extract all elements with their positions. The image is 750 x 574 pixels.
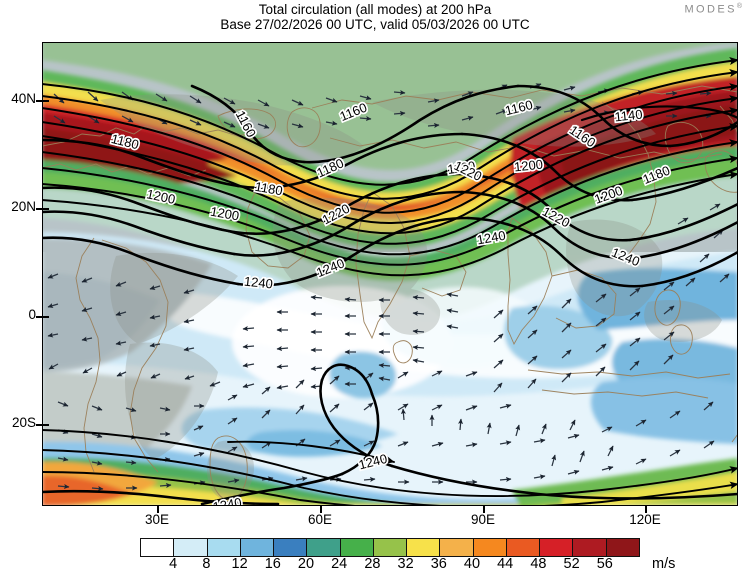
chart-subtitle: Base 27/02/2026 00 UTC, valid 05/03/2026… [220, 17, 530, 32]
svg-text:1240: 1240 [243, 274, 273, 292]
colorbar-unit-label: m/s [652, 556, 676, 572]
y-tick-inner-40n [42, 100, 49, 102]
colorbar-tick-4: 4 [169, 556, 178, 572]
y-tick-inner-20n [42, 208, 49, 210]
colorbar-swatch-12 [540, 539, 574, 556]
colorbar-tick-20: 20 [297, 556, 315, 572]
colorbar [140, 538, 640, 557]
colorbar-tick-32: 32 [397, 556, 414, 572]
svg-text:1140: 1140 [614, 107, 643, 125]
colorbar-tick-40: 40 [463, 556, 481, 572]
chart-title-block: Total circulation (all modes) at 200 hPa… [0, 2, 750, 32]
colorbar-swatch-7 [373, 539, 408, 556]
colorbar-swatch-3 [240, 539, 275, 556]
y-tick-mark-20n [36, 208, 43, 210]
svg-text:1180: 1180 [446, 158, 476, 177]
svg-text:1200: 1200 [513, 157, 543, 175]
colorbar-swatch-9 [440, 539, 474, 556]
plot-border [42, 42, 738, 506]
x-tick-mark-120e [645, 506, 647, 513]
svg-text:1200: 1200 [209, 204, 240, 224]
svg-text:1240: 1240 [476, 228, 507, 248]
colorbar-swatch-6 [340, 539, 374, 556]
colorbar-tick-52: 52 [563, 556, 580, 572]
y-tick-label-0: 0 [28, 307, 36, 322]
x-tick-mark-90e [483, 506, 485, 513]
x-tick-label-30e: 30E [144, 512, 170, 527]
colorbar-tick-48: 48 [530, 556, 547, 572]
y-tick-label-20s: 20S [11, 415, 36, 430]
y-tick-label-20n: 20N [11, 199, 36, 214]
x-tick-label-90e: 90E [470, 512, 496, 527]
x-tick-label-60e: 60E [307, 512, 333, 527]
y-tick-inner-20s [42, 424, 49, 426]
colorbar-swatch-10 [473, 539, 507, 556]
x-tick-mark-30e [157, 506, 159, 513]
x-tick-label-120e: 120E [629, 512, 661, 527]
x-tick-mark-60e [320, 506, 322, 513]
colorbar-swatch-13 [573, 539, 607, 556]
weather-map-canvas: 1160 1160 1160 1160 1140 1180 1180 1180 … [42, 42, 738, 506]
colorbar-swatch-2 [207, 539, 241, 556]
svg-text:1180: 1180 [254, 179, 284, 199]
colorbar-swatch-14 [606, 539, 639, 556]
colorbar-swatch-5 [307, 539, 341, 556]
colorbar-swatch-0 [141, 539, 175, 556]
map-plot-area: 1160 1160 1160 1160 1140 1180 1180 1180 … [11, 42, 738, 527]
page-title: Total circulation (all modes) at 200 hPa [258, 2, 492, 17]
colorbar-swatch-4 [274, 539, 308, 556]
colorbar-swatch-11 [506, 539, 541, 556]
colorbar-tick-24: 24 [331, 556, 348, 572]
modes-logo-text: MODES [684, 3, 737, 16]
colorbar-swatch-8 [407, 539, 441, 556]
colorbar-tick-36: 36 [430, 556, 447, 572]
y-tick-mark-40n [36, 100, 43, 102]
colorbar-tick-labels: 4 8 12 16 20 24 28 32 36 40 44 48 52 56 [0, 556, 750, 574]
y-tick-mark-20s [36, 424, 43, 426]
colorbar-tick-8: 8 [202, 556, 211, 572]
colorbar-tick-56: 56 [596, 556, 613, 572]
colorbar-tick-44: 44 [497, 556, 514, 572]
y-tick-label-40n: 40N [11, 91, 36, 106]
colorbar-tick-16: 16 [264, 556, 281, 572]
y-tick-mark-0 [36, 316, 43, 318]
colorbar-tick-28: 28 [364, 556, 381, 572]
colorbar-swatch-1 [174, 539, 208, 556]
colorbar-tick-12: 12 [231, 556, 248, 572]
modes-logo: MODES® [684, 3, 742, 16]
y-tick-inner-0 [42, 316, 49, 318]
registered-mark: ® [736, 3, 742, 10]
